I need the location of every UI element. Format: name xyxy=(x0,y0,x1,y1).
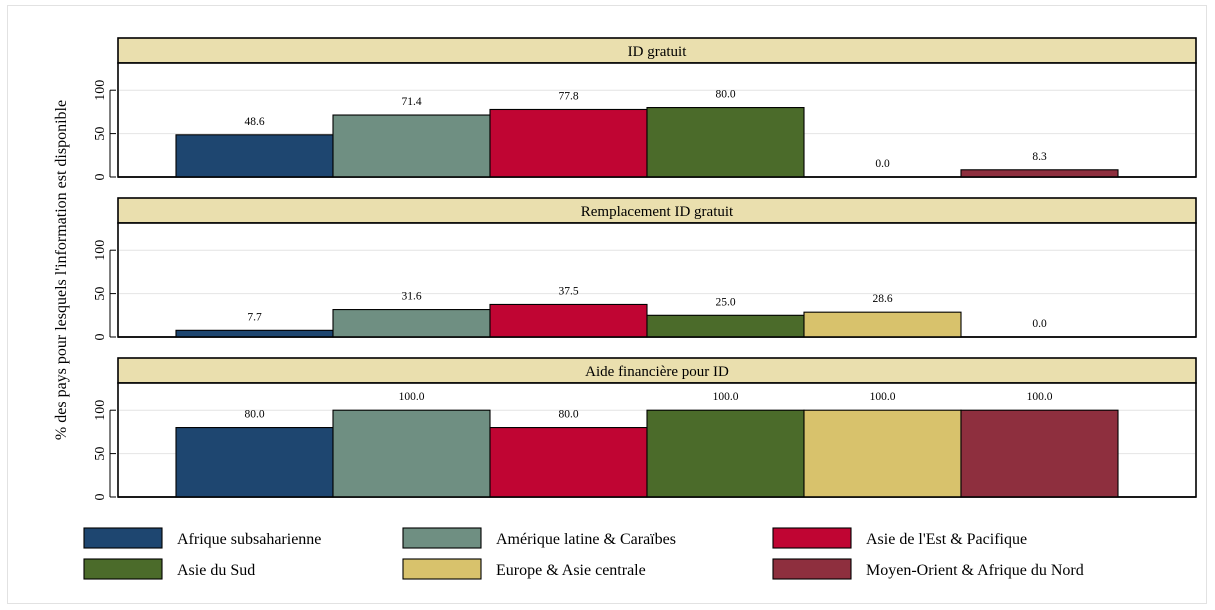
chart-frame xyxy=(7,5,1207,604)
panel-2: Remplacement ID gratuit 0 50 100 7.7 31.6 37.5… xyxy=(93,197,1197,341)
legend-item: Asie du Sud xyxy=(83,558,255,580)
legend-swatch xyxy=(83,527,163,549)
data-label: 100.0 xyxy=(870,391,896,403)
legend-swatch xyxy=(83,558,163,580)
data-label: 25.0 xyxy=(715,296,735,308)
bar-1-4 xyxy=(646,107,805,178)
data-label: 0.0 xyxy=(875,158,890,170)
data-label: 8.3 xyxy=(1032,151,1047,163)
legend-item: Moyen-Orient & Afrique du Nord xyxy=(772,558,1084,580)
bar-3-2 xyxy=(332,409,491,498)
y-tick-label: 100 xyxy=(93,400,108,421)
legend-item: Asie de l'Est & Pacifique xyxy=(772,527,1027,549)
bar-3-5 xyxy=(803,409,962,498)
legend-swatch xyxy=(772,558,852,580)
legend-swatch xyxy=(402,558,482,580)
legend: Afrique subsaharienne Amérique latine & C… xyxy=(83,527,1084,580)
y-tick-label: 50 xyxy=(93,287,108,301)
panel-strip xyxy=(117,357,1197,384)
y-tick-label: 0 xyxy=(93,174,108,181)
legend-label: Asie de l'Est & Pacifique xyxy=(866,531,1027,548)
legend-item: Europe & Asie centrale xyxy=(402,558,646,580)
data-label: 28.6 xyxy=(872,293,892,305)
data-label: 100.0 xyxy=(1027,391,1053,403)
bar-2-5 xyxy=(803,311,962,338)
data-label: 71.4 xyxy=(401,96,421,108)
legend-label: Moyen-Orient & Afrique du Nord xyxy=(866,562,1084,579)
y-tick-label: 100 xyxy=(93,240,108,261)
y-tick-label: 0 xyxy=(93,334,108,341)
panel-title: ID gratuit xyxy=(628,44,688,60)
y-tick-label: 0 xyxy=(93,494,108,501)
data-label: 48.6 xyxy=(244,116,264,128)
y-axis-label: % des pays pour lesquels l'information e… xyxy=(53,100,70,440)
legend-label: Asie du Sud xyxy=(177,562,255,579)
panels: ID gratuit 0 50 100 48.6 71.4 77.8 80.0 0.0 8.3 Re… xyxy=(93,37,1197,501)
legend-swatch xyxy=(402,527,482,549)
panel-title: Aide financière pour ID xyxy=(585,364,729,380)
bar-2-4 xyxy=(646,314,805,338)
y-tick-label: 100 xyxy=(93,80,108,101)
data-label: 37.5 xyxy=(558,285,578,297)
legend-swatch xyxy=(772,527,852,549)
data-label: 80.0 xyxy=(558,409,578,421)
bar-3-4 xyxy=(646,409,805,498)
data-label: 100.0 xyxy=(713,391,739,403)
legend-label: Afrique subsaharienne xyxy=(177,531,321,548)
panel-3: Aide financière pour ID 0 50 100 80.0 100.0 80… xyxy=(93,357,1197,501)
y-tick-label: 50 xyxy=(93,447,108,461)
data-label: 77.8 xyxy=(558,90,578,102)
panel-title: Remplacement ID gratuit xyxy=(581,204,734,220)
panel-1: ID gratuit 0 50 100 48.6 71.4 77.8 80.0 0.0 8.3 xyxy=(93,37,1197,181)
legend-label: Amérique latine & Caraïbes xyxy=(496,531,676,548)
bar-1-3 xyxy=(489,108,648,178)
data-label: 100.0 xyxy=(399,391,425,403)
legend-item: Amérique latine & Caraïbes xyxy=(402,527,676,549)
bar-2-2 xyxy=(332,309,491,338)
legend-label: Europe & Asie centrale xyxy=(496,562,646,579)
bar-3-1 xyxy=(175,427,334,498)
bar-1-6 xyxy=(960,169,1119,178)
legend-item: Afrique subsaharienne xyxy=(83,527,321,549)
data-label: 80.0 xyxy=(715,89,735,101)
data-label: 31.6 xyxy=(401,291,421,303)
data-label: 0.0 xyxy=(1032,318,1047,330)
bar-1-1 xyxy=(175,134,334,178)
data-label: 7.7 xyxy=(247,311,262,323)
bar-2-1 xyxy=(175,329,334,338)
bar-1-2 xyxy=(332,114,491,178)
y-tick-label: 50 xyxy=(93,127,108,141)
bar-2-3 xyxy=(489,303,648,338)
bar-3-6 xyxy=(960,409,1119,498)
bar-3-3 xyxy=(489,427,648,498)
data-label: 80.0 xyxy=(244,409,264,421)
